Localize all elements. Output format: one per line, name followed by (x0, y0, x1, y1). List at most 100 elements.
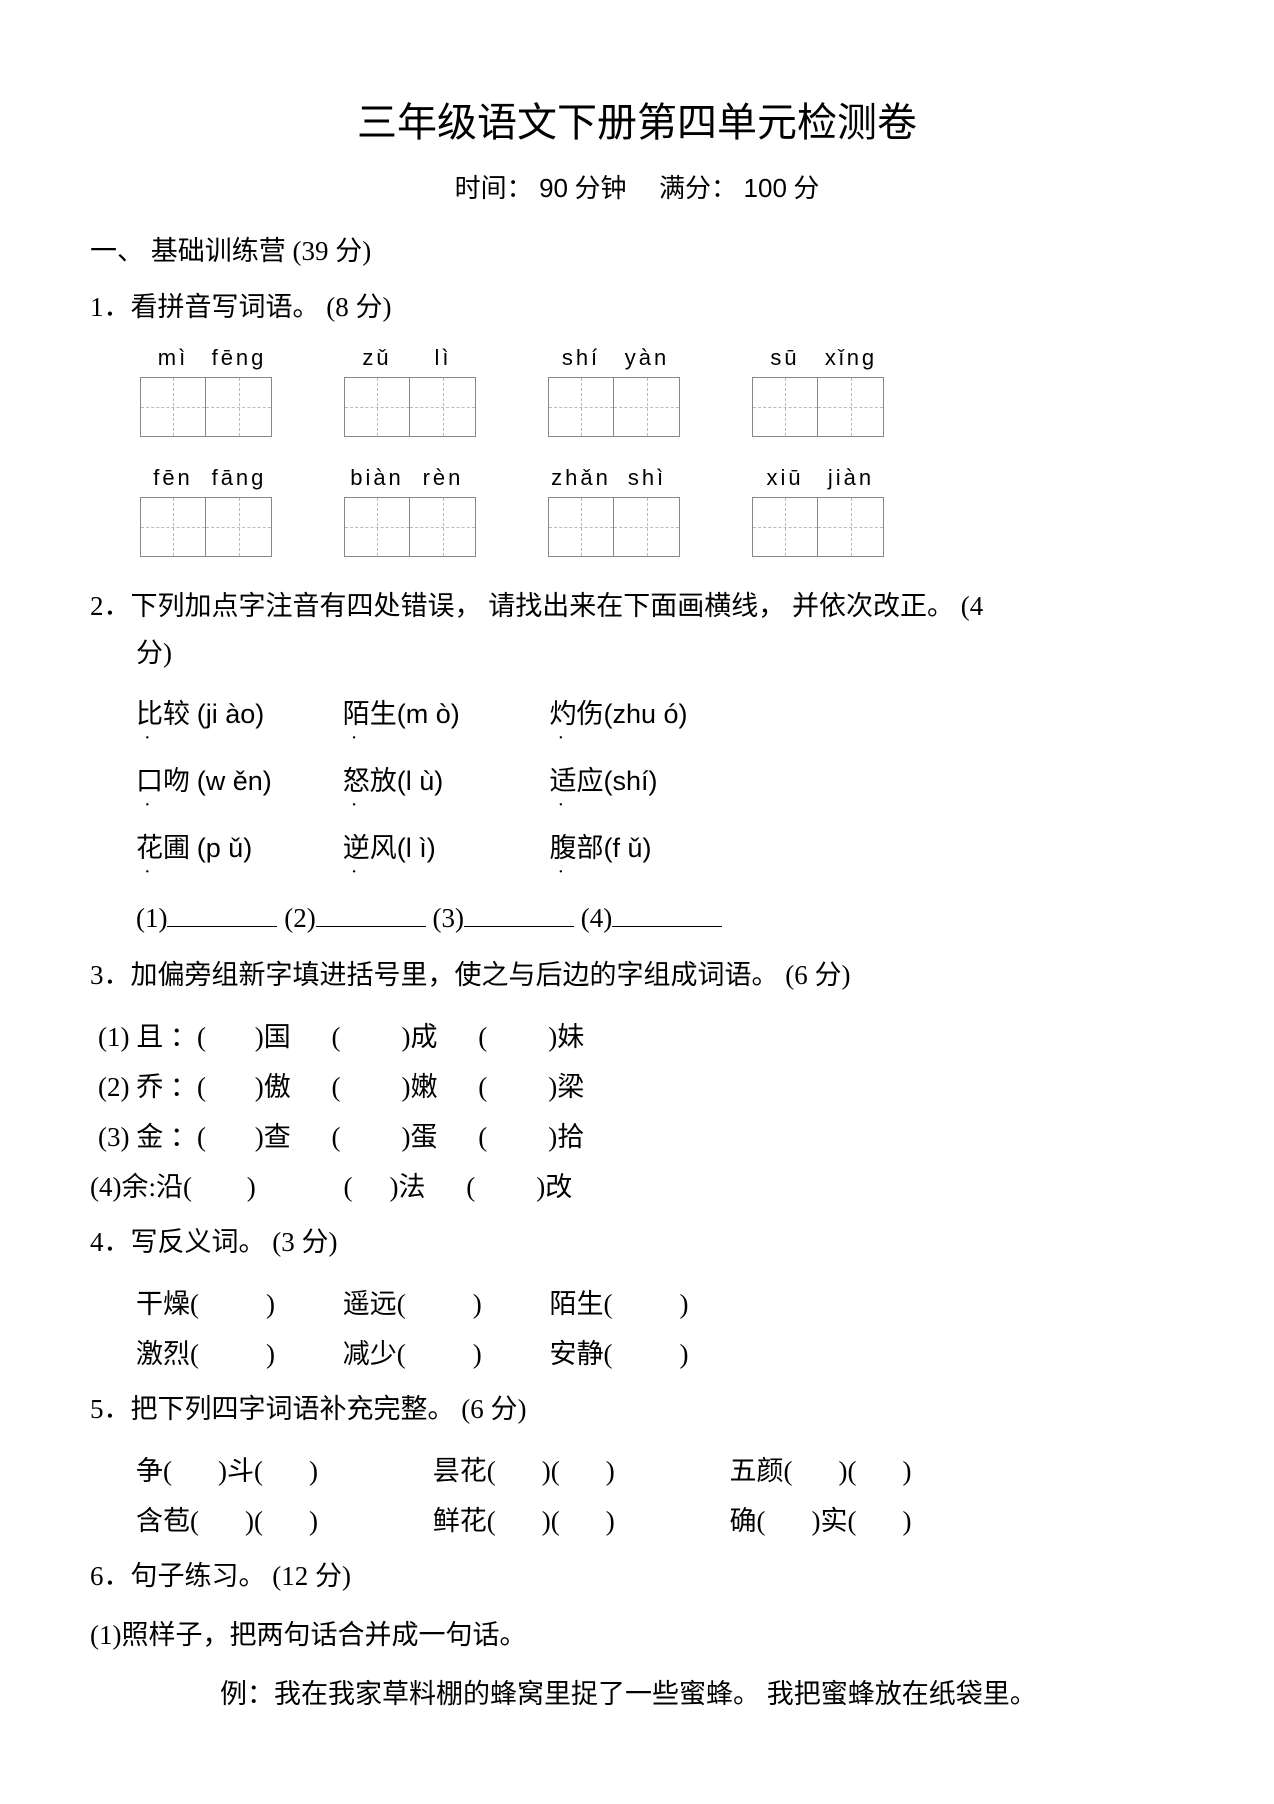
tian-box (140, 377, 206, 437)
q2-word: 怒放 (343, 766, 397, 796)
q2-pinyin: (ji ào) (197, 699, 265, 729)
q4-text: 4．写反义词。 (3 分) (90, 1221, 1184, 1264)
score-value: 100 (744, 173, 787, 203)
tian-box (140, 497, 206, 557)
tian-box (614, 377, 680, 437)
q2-pinyin: (p ǔ) (197, 833, 253, 863)
q3-row-1: (1) 且 ：( )国 ()成 ()妹 (90, 1013, 1184, 1063)
pinyin-cell: biànrèn (344, 465, 476, 557)
q5-seg: 争( (136, 1456, 172, 1486)
q2-word: 逆风 (343, 833, 397, 863)
blank-label: (3) (432, 903, 463, 933)
pinyin: zhǎn (548, 465, 614, 491)
q2-row-2: 口吻 (w ěn) 怒放(l ù) 适应(shí) (90, 759, 1184, 818)
pinyin-cell: zǔlì (344, 345, 476, 437)
score-unit: 分 (793, 174, 819, 203)
q3-item: )傲 (255, 1063, 325, 1113)
q5-seg: 含苞( (136, 1506, 199, 1536)
q2-word: 比较 (136, 699, 190, 729)
tian-box (344, 377, 410, 437)
q3-item: )拾 (548, 1113, 618, 1163)
q5-seg: 五颜( (730, 1456, 793, 1486)
q2-word: 陌生 (343, 699, 397, 729)
q3-item: )成 (402, 1013, 472, 1063)
paren: ) (266, 1280, 336, 1330)
pinyin: fāng (206, 465, 272, 491)
q4-row-2: 激烈() 减少() 安静() (90, 1330, 1184, 1380)
exam-meta: 时间： 90 分钟 满分： 100 分 (90, 168, 1184, 205)
tian-box (206, 497, 272, 557)
pinyin-cell: mìfēng (140, 345, 272, 437)
blank-label: (2) (284, 903, 315, 933)
tian-box (548, 377, 614, 437)
q2-pinyin: (shí) (604, 766, 658, 796)
q2-text: 2．下列加点字注音有四处错误， 请找出来在下面画横线， 并依次改正。 (4 (90, 585, 1184, 628)
pinyin: shì (614, 465, 680, 491)
q1-row-1: mìfēng zǔlì shíyàn sūxǐng (140, 345, 1184, 437)
paren: ) (473, 1280, 543, 1330)
paren: ) (473, 1330, 543, 1380)
q4-word: 遥远( (343, 1280, 473, 1330)
pinyin: xiū (752, 465, 818, 491)
pinyin: rèn (410, 465, 476, 491)
q4-row-1: 干燥() 遥远() 陌生() (90, 1280, 1184, 1330)
q4-word: 干燥( (136, 1280, 266, 1330)
q5-seg: ) (902, 1456, 911, 1486)
pinyin-cell: shíyàn (548, 345, 680, 437)
page-title: 三年级语文下册第四单元检测卷 (90, 90, 1184, 148)
pinyin: fēn (140, 465, 206, 491)
q5-seg: ) (309, 1506, 318, 1536)
q2-pinyin: (w ěn) (197, 766, 272, 796)
q5-seg: 鲜花( (433, 1506, 496, 1536)
pinyin: yàn (614, 345, 680, 371)
tian-box (206, 377, 272, 437)
tian-box (410, 377, 476, 437)
q2-pinyin: (l ì) (397, 833, 436, 863)
tian-box (818, 497, 884, 557)
time-value: 90 (539, 173, 568, 203)
q3-lead: (4)余:沿( (90, 1163, 240, 1213)
tian-box (410, 497, 476, 557)
q3-item: )查 (255, 1113, 325, 1163)
q3-row-2: (2) 乔 ：( )傲 ()嫩 ()梁 (90, 1063, 1184, 1113)
q3-row-4: (4)余:沿( ) ()法 ()改 (90, 1163, 1184, 1213)
pinyin-cell: xiūjiàn (752, 465, 884, 557)
q6-p1: (1)照样子，把两句话合并成一句话。 (90, 1614, 1184, 1657)
q5-seg: )实( (812, 1506, 857, 1536)
tian-box (614, 497, 680, 557)
q2-word: 口吻 (136, 766, 190, 796)
q5-seg: ) (606, 1456, 615, 1486)
q2-row-1: 比较 (ji ào) 陌生(m ò) 灼伤(zhu ó) (90, 692, 1184, 751)
q3-text: 3．加偏旁组新字填进括号里，使之与后边的字组成词语。 (6 分) (90, 954, 1184, 997)
pinyin: sū (752, 345, 818, 371)
q5-seg: ) (309, 1456, 318, 1486)
q5-row-1: 争()斗() 昙花()() 五颜()() (90, 1447, 1184, 1497)
q1-grid: mìfēng zǔlì shíyàn sūxǐng fēnfāng biànrè… (90, 345, 1184, 557)
pinyin: mì (140, 345, 206, 371)
pinyin: biàn (344, 465, 410, 491)
q2-pinyin: (l ù) (397, 766, 444, 796)
q3-item: )嫩 (402, 1063, 472, 1113)
blank-label: (1) (136, 903, 167, 933)
pinyin: fēng (206, 345, 272, 371)
q2-word: 灼伤 (550, 699, 604, 729)
tian-box (818, 377, 884, 437)
q3-lead: (1) 且 ：( (98, 1013, 248, 1063)
q5-seg: )( (839, 1456, 857, 1486)
q3-item: )妹 (548, 1013, 618, 1063)
q5-seg: )( (542, 1506, 560, 1536)
q3-item: )法 (390, 1163, 460, 1213)
q3-row-3: (3) 金 ：( )查 ()蛋 ()拾 (90, 1113, 1184, 1163)
pinyin: zǔ (344, 345, 410, 371)
q6-example: 例：我在我家草料棚的蜂窝里捉了一些蜜蜂。 我把蜜蜂放在纸袋里。 (90, 1673, 1184, 1716)
q3-item: )梁 (548, 1063, 618, 1113)
q2-pinyin: (m ò) (397, 699, 460, 729)
pinyin-cell: zhǎnshì (548, 465, 680, 557)
blank-label: (4) (581, 903, 612, 933)
time-label: 时间： (455, 174, 533, 203)
time-unit: 分钟 (575, 174, 627, 203)
q3-item: )改 (536, 1163, 606, 1213)
paren: ) (680, 1280, 750, 1330)
q5-seg: 昙花( (433, 1456, 496, 1486)
paren: ) (266, 1330, 336, 1380)
